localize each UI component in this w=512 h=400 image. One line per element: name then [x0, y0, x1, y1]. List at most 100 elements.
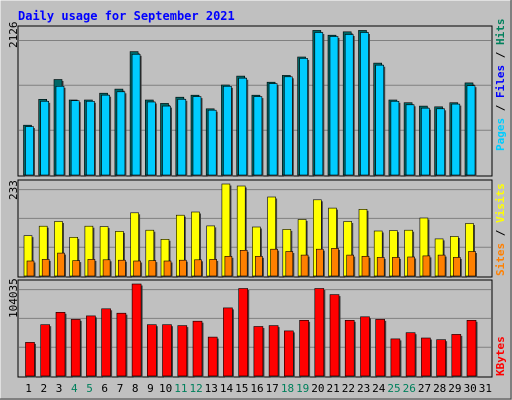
bar-files-day-26	[405, 104, 415, 176]
bar-kbytes-day-3	[55, 311, 66, 377]
x-tick-label: 17	[266, 382, 279, 395]
bar-kbytes-day-17	[268, 325, 279, 377]
bar-files-day-29	[451, 103, 461, 176]
bar-kbytes-day-4	[70, 319, 81, 377]
bar-kbytes-day-12	[192, 320, 203, 377]
x-tick-label: 31	[479, 382, 492, 395]
bar-kbytes-day-2	[40, 324, 51, 377]
bar-kbytes-day-1	[25, 342, 35, 377]
bar-files-day-23	[360, 32, 369, 176]
top-max-label: 2126	[7, 22, 20, 49]
bar-sites-day-17	[270, 248, 278, 277]
bar-files-day-12	[192, 96, 202, 176]
bar-files-day-25	[390, 101, 400, 176]
x-tick-label: 28	[433, 382, 446, 395]
bar-sites-day-20	[315, 248, 324, 277]
bar-sites-day-22	[346, 254, 355, 277]
bar-sites-day-26	[407, 256, 415, 277]
bar-sites-day-2	[41, 259, 50, 277]
x-tick-label: 2	[40, 382, 47, 395]
bar-files-day-3	[55, 86, 65, 176]
bar-kbytes-day-29	[451, 334, 462, 377]
bar-files-day-13	[207, 109, 217, 176]
bar-sites-day-11	[179, 259, 187, 277]
bar-sites-day-6	[102, 259, 111, 277]
bar-sites-day-4	[72, 260, 80, 277]
x-tick-label: 12	[189, 382, 202, 395]
middle-max-label: 233	[7, 180, 20, 200]
x-tick-label: 26	[403, 382, 416, 395]
bar-kbytes-day-25	[390, 338, 401, 377]
legend-pages: Pages	[494, 118, 507, 151]
bar-kbytes-day-8	[131, 283, 142, 377]
bar-sites-day-16	[255, 255, 263, 277]
bar-kbytes-day-10	[162, 324, 172, 377]
bar-kbytes-day-26	[405, 332, 416, 377]
bar-sites-day-3	[57, 252, 65, 277]
bar-files-day-8	[131, 53, 141, 176]
bar-kbytes-day-24	[375, 319, 386, 377]
x-tick-label: 7	[117, 382, 124, 395]
panel-visits-sites: 233 Sites / Visits	[7, 179, 507, 278]
bar-files-day-6	[101, 94, 110, 176]
x-tick-label: 29	[448, 382, 461, 395]
x-tick-label: 23	[357, 382, 370, 395]
bar-files-day-2	[40, 101, 50, 176]
bar-kbytes-day-13	[207, 336, 218, 377]
bar-files-day-22	[344, 34, 354, 176]
x-tick-label: 13	[205, 382, 218, 395]
x-tick-label: 25	[387, 382, 400, 395]
bar-files-day-7	[116, 91, 126, 176]
x-tick-label: 27	[418, 382, 431, 395]
bar-kbytes-day-28	[436, 339, 446, 377]
bar-files-day-15	[238, 77, 247, 176]
bar-sites-day-19	[300, 254, 309, 277]
bar-sites-day-9	[148, 260, 157, 277]
legend-files: Files	[494, 65, 507, 98]
bar-sites-day-5	[87, 259, 96, 277]
bar-sites-day-28	[437, 254, 446, 277]
x-tick-label: 9	[147, 382, 154, 395]
x-tick-label: 21	[326, 382, 339, 395]
bar-kbytes-day-14	[223, 307, 233, 377]
bar-kbytes-day-15	[238, 288, 248, 377]
bar-kbytes-day-16	[253, 326, 264, 377]
bar-sites-day-8	[133, 260, 141, 277]
x-tick-label: 19	[296, 382, 309, 395]
bar-sites-day-12	[194, 259, 202, 277]
bar-sites-day-29	[452, 257, 461, 277]
legend-sites: Sites	[494, 243, 507, 276]
bar-kbytes-day-9	[147, 324, 157, 377]
x-tick-label: 3	[56, 382, 63, 395]
x-tick-label: 11	[174, 382, 187, 395]
legend-hits: Hits	[494, 19, 507, 46]
chart-title: Daily usage for September 2021	[18, 9, 235, 23]
bar-sites-day-21	[331, 248, 339, 277]
bar-files-day-19	[299, 58, 308, 176]
bar-files-day-14	[223, 86, 232, 176]
bar-sites-day-25	[392, 257, 400, 277]
legend-visits: Visits	[494, 183, 507, 223]
x-tick-label: 4	[71, 382, 78, 395]
bar-kbytes-day-7	[116, 312, 127, 377]
bar-sites-day-15	[239, 250, 248, 277]
bar-files-day-9	[147, 101, 156, 176]
x-tick-label: 20	[311, 382, 324, 395]
x-tick-label: 10	[159, 382, 172, 395]
x-tick-label: 8	[132, 382, 139, 395]
bar-kbytes-day-23	[360, 316, 370, 377]
bar-kbytes-day-19	[299, 319, 309, 377]
x-axis-labels: 1 2 3 4 5 6 7 8 9 10 11 12 13 14 15 16 17 18 19 20 21 22 23 24 2…	[25, 382, 492, 395]
bar-files-day-28	[436, 108, 445, 176]
middle-ylabel: Sites / Visits	[494, 183, 507, 276]
bar-files-day-30	[466, 85, 476, 176]
x-tick-label: 22	[342, 382, 355, 395]
bar-files-day-16	[253, 96, 263, 176]
bar-files-day-10	[162, 105, 171, 176]
bar-sites-day-30	[468, 251, 476, 277]
bar-files-day-21	[329, 36, 339, 176]
bar-sites-day-7	[118, 259, 126, 277]
x-tick-label: 24	[372, 382, 386, 395]
bar-kbytes-day-21	[329, 294, 340, 377]
